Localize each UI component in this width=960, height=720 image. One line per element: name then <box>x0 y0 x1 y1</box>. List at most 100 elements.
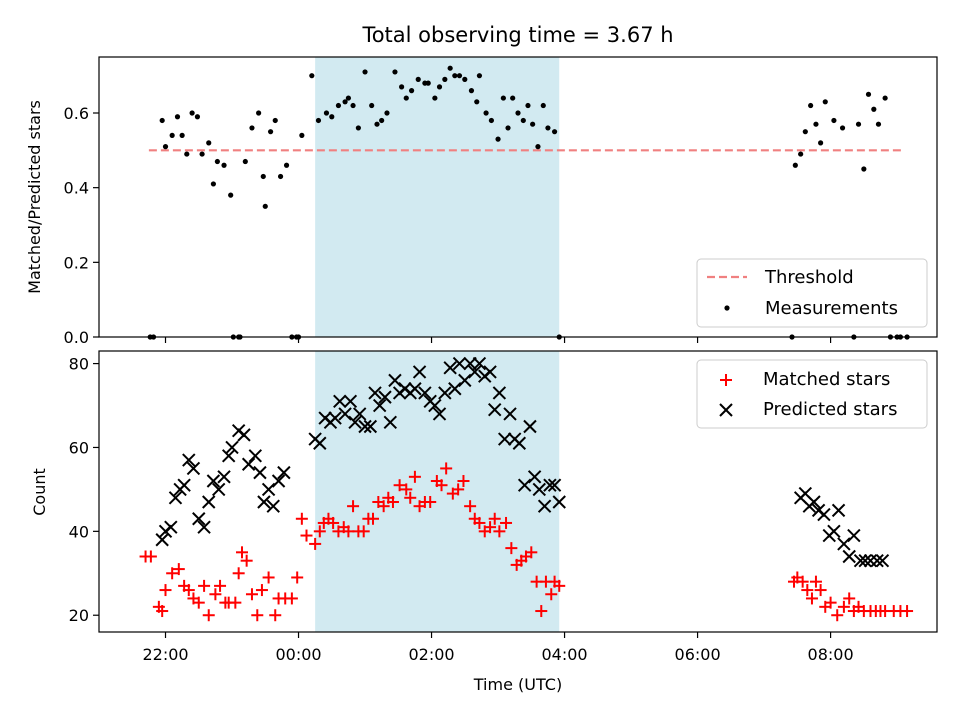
predicted-star-point <box>492 386 507 400</box>
predicted-star-point <box>532 482 546 497</box>
measurement-point <box>871 106 877 112</box>
top-y-ticks: 0.0 0.2 0.4 0.6 <box>64 104 99 347</box>
measurement-point <box>855 121 862 127</box>
measurement-point <box>199 151 205 157</box>
measurement-point <box>432 95 438 101</box>
predicted-star-point <box>452 356 467 371</box>
predicted-star-point <box>527 470 542 484</box>
bottom-y-tick-label: 20 <box>69 606 89 625</box>
matched-star-point <box>535 605 548 618</box>
matched-star-point <box>843 592 856 605</box>
matched-star-point <box>545 588 558 601</box>
bottom-shaded-region <box>315 351 560 632</box>
measurement-point <box>249 125 255 131</box>
matched-star-point <box>367 512 380 525</box>
bottom-legend: Matched stars Predicted stars <box>696 359 928 429</box>
measurement-point <box>277 173 284 180</box>
measurement-point <box>221 162 227 168</box>
bottom-x-tick-label: 04:00 <box>542 645 588 664</box>
bottom-x-tick-label: 02:00 <box>408 645 454 664</box>
predicted-star-point <box>271 474 286 488</box>
bottom-panel: Count Time (UTC) 20 40 60 80 22:00 00:00 02:0… <box>30 350 938 694</box>
legend-matched-label: Matched stars <box>763 369 890 390</box>
predicted-star-point <box>257 495 271 509</box>
predicted-star-point <box>537 499 552 513</box>
matched-star-point <box>809 575 822 588</box>
predicted-star-point <box>827 524 841 539</box>
measurement-point <box>505 125 511 131</box>
matched-star-point <box>525 546 538 559</box>
matched-star-point <box>255 584 268 597</box>
matched-star-point <box>484 521 497 534</box>
predicted-star-point <box>412 365 427 379</box>
measurement-point <box>415 76 421 82</box>
predicted-star-point <box>206 474 221 488</box>
measurement-point <box>875 121 882 127</box>
bottom-legend-box <box>696 359 928 429</box>
predicted-star-point <box>221 449 236 463</box>
bottom-x-tick-label: 00:00 <box>275 645 321 664</box>
measurement-point <box>474 99 480 105</box>
matched-star-point <box>309 537 322 550</box>
measurement-point <box>399 84 405 90</box>
predicted-star-point <box>182 453 196 467</box>
matched-star-point <box>209 588 222 601</box>
matched-star-point <box>182 584 195 597</box>
top-y-tick-label: 0.4 <box>64 179 89 198</box>
measurement-point <box>447 65 453 71</box>
predicted-star-point <box>468 365 482 379</box>
bottom-x-tick-label: 22:00 <box>142 645 188 664</box>
predicted-star-point <box>358 419 372 434</box>
predicted-star-point <box>155 533 169 547</box>
matched-star-point <box>347 500 360 513</box>
matched-star-point <box>435 479 448 492</box>
top-y-tick-label: 0.6 <box>64 104 89 123</box>
measurement-point <box>350 102 356 109</box>
matched-star-point <box>457 475 470 488</box>
top-y-tick-label: 0.2 <box>64 253 89 272</box>
top-panel: Total observing time = 3.67 h Matched/Pr… <box>25 23 938 347</box>
measurement-point <box>384 110 390 116</box>
predicted-star-point <box>372 398 387 413</box>
predicted-star-point <box>523 419 537 434</box>
measurement-point <box>355 125 361 131</box>
matched-star-point <box>327 516 340 529</box>
measurement-point <box>162 144 169 150</box>
predicted-star-point <box>875 553 890 568</box>
matched-star-point <box>801 584 814 597</box>
bottom-y-axis-label: Count <box>30 468 49 516</box>
matched-star-point <box>404 491 417 504</box>
predicted-star-point <box>168 491 183 505</box>
top-series-group <box>147 65 910 340</box>
predicted-star-point <box>432 407 447 421</box>
legend-measurements-label: Measurements <box>765 298 898 319</box>
chart-title: Total observing time = 3.67 h <box>361 23 673 47</box>
bottom-y-tick-label: 60 <box>69 438 89 457</box>
measurement-point <box>839 125 846 131</box>
measurement-point <box>242 158 248 165</box>
measurement-point <box>194 114 201 120</box>
measurement-point <box>323 110 330 116</box>
measurement-point <box>392 69 398 75</box>
predicted-star-point <box>225 440 239 455</box>
predicted-star-point <box>388 373 402 388</box>
measurement-point <box>525 102 531 109</box>
matched-star-point <box>473 516 486 529</box>
top-y-tick-label: 0.0 <box>64 328 89 347</box>
top-shaded-region <box>315 57 560 337</box>
measurement-point <box>452 73 458 79</box>
predicted-star-point <box>428 398 442 413</box>
predicted-star-point <box>543 478 557 492</box>
measurement-point <box>379 117 385 124</box>
measurement-point <box>262 203 268 209</box>
measurement-point <box>174 114 181 120</box>
measurement-point <box>861 166 867 172</box>
predicted-star-point <box>837 537 851 551</box>
predicted-star-point <box>847 528 861 543</box>
predicted-star-point <box>338 407 352 421</box>
measurement-point <box>802 129 808 135</box>
measurement-point <box>551 129 558 135</box>
predicted-star-point <box>483 365 497 379</box>
measurement-point <box>299 132 305 138</box>
legend-predicted-swatch <box>719 403 733 417</box>
